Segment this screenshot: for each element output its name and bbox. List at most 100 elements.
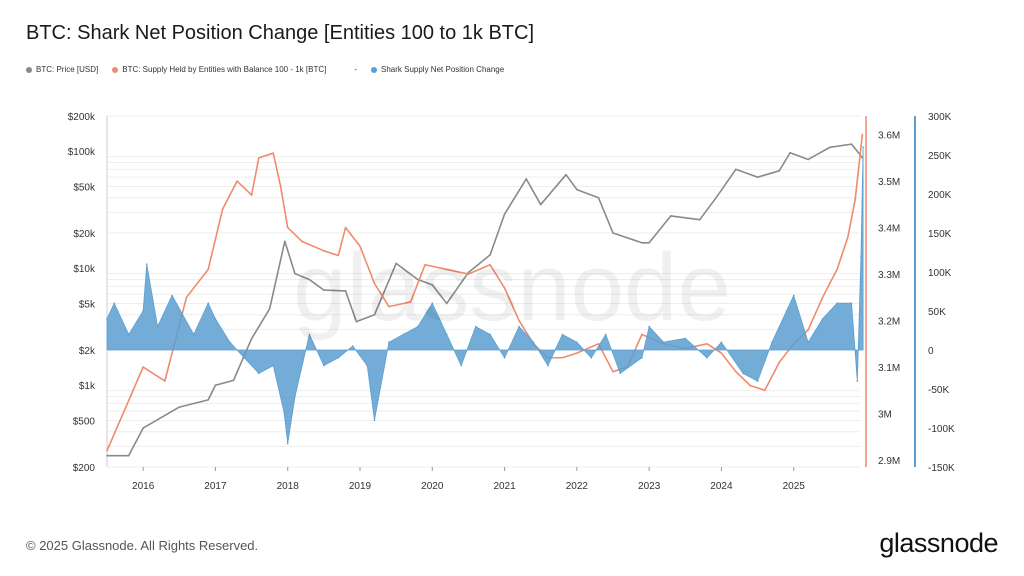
x-tick-label: 2021 [493,481,516,492]
data-point [789,151,791,154]
data-point [670,215,672,217]
chart-title: BTC: Shark Net Position Change [Entities… [26,22,535,44]
copyright: © 2025 Glassnode. All Rights Reserved. [26,538,259,553]
data-point [807,341,809,344]
data-point [359,245,361,247]
data-point [561,356,564,359]
data-point [113,302,116,305]
data-point [268,307,271,310]
data-point [735,168,737,171]
data-point [323,364,325,367]
data-point [706,357,708,359]
data-point [445,268,448,271]
legend-item-supply[interactable]: BTC: Supply Held by Entities with Balanc… [112,65,326,74]
net-tick-label: 150K [928,229,952,240]
data-point [445,302,448,305]
price-tick-label: $1k [79,381,96,392]
data-point [106,454,108,457]
data-point [236,180,238,182]
data-point [717,194,719,197]
price-tick-label: $200 [73,463,96,474]
supply-tick-label: 3.3M [878,270,900,281]
net-tick-label: -50K [928,385,949,396]
data-point [720,352,723,354]
price-tick-label: $50k [73,182,96,193]
data-point [301,240,303,243]
x-tick-label: 2024 [710,481,733,492]
series-2 [106,146,864,445]
data-point [344,226,347,229]
data-point [836,302,838,305]
data-point [164,380,166,382]
data-point [860,255,862,258]
net-tick-label: -150K [928,463,955,474]
data-point [156,325,159,328]
data-point [258,372,260,375]
data-point [764,389,766,392]
data-point [597,343,600,345]
data-point [283,411,285,414]
data-point [854,198,856,201]
data-point [604,333,607,336]
data-point [641,357,643,359]
data-point [778,361,781,364]
x-tick-label: 2016 [132,481,155,492]
supply-tick-label: 2.9M [878,456,900,467]
supply-tick-label: 3.2M [878,317,900,328]
legend-item-price[interactable]: BTC: Price [USD] [26,65,98,74]
data-point [388,341,390,344]
price-tick-label: $500 [73,416,96,427]
x-tick-label: 2018 [277,481,300,492]
data-point [576,352,578,354]
data-point [749,384,752,387]
legend-label: BTC: Price [USD] [36,65,99,74]
supply-tick-label: 3.1M [878,363,900,374]
data-point [525,178,528,180]
data-point [576,341,578,344]
net-tick-label: 200K [928,190,952,201]
supply-tick-label: 3.6M [878,131,900,142]
glassnode-logo: glassnode [879,528,998,558]
data-point [284,240,286,243]
data-point [648,241,650,244]
data-point [641,333,643,336]
data-point [286,226,289,229]
data-point [619,372,622,375]
data-point [258,157,260,159]
data-point [648,325,650,328]
data-point [742,372,744,375]
net-tick-label: 300K [928,112,952,123]
data-point [145,263,148,266]
x-tick-label: 2019 [349,481,372,492]
data-point [229,341,231,344]
price-tick-label: $10k [73,264,96,275]
data-point [207,302,209,305]
data-point [286,442,289,445]
data-point [250,337,253,340]
data-point [612,370,614,373]
data-point [641,241,643,244]
data-point [821,296,824,299]
data-point [207,399,209,401]
data-point [856,380,859,383]
data-point [684,337,687,340]
legend-dot-net-change [371,66,377,73]
data-point [720,341,723,344]
legend-label: - [354,65,357,74]
data-point [294,396,296,398]
data-point [474,325,477,328]
data-point [106,318,108,320]
data-point [373,313,376,316]
data-point [395,262,397,265]
price-tick-label: $100k [68,147,96,158]
data-point [597,196,600,199]
data-point [612,232,614,234]
data-point [862,146,864,148]
data-point [847,236,849,238]
data-point [807,329,809,331]
legend-item-net-change[interactable]: Shark Supply Net Position Change [371,65,504,74]
data-point [829,146,831,149]
data-point [323,289,325,291]
data-point [503,287,506,289]
data-point [821,318,824,320]
